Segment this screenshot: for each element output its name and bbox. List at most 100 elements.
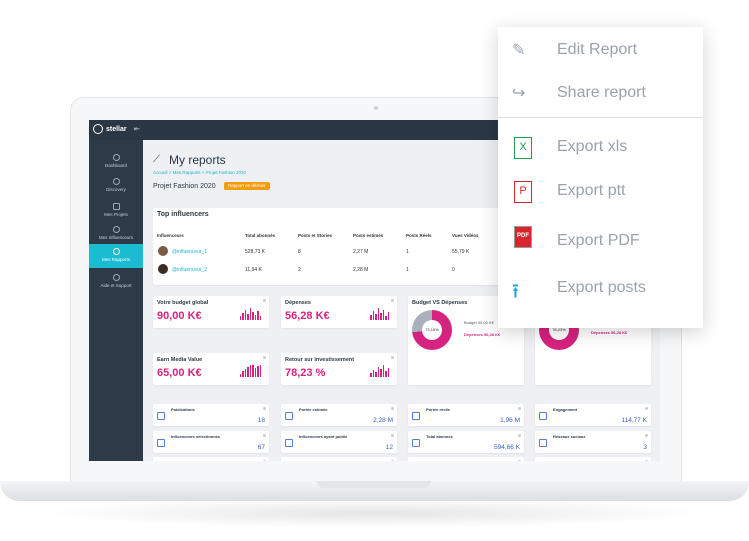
- table-cell: 0: [452, 267, 455, 273]
- table-cell: 2: [298, 267, 301, 273]
- stat-card: Total abonnés 594,66 K: [408, 431, 524, 453]
- stat-card: Influenceurs sélectionnés 67: [153, 431, 269, 453]
- ppt-file-icon: P: [514, 181, 532, 203]
- info-icon[interactable]: [263, 434, 266, 437]
- column-header[interactable]: Vues Vidéos: [452, 233, 479, 238]
- pencil-icon: ✎: [512, 42, 526, 59]
- column-header[interactable]: Posts estimés: [353, 233, 384, 238]
- sidebar-item-support[interactable]: Aide et Support: [89, 274, 143, 288]
- user-icon: [112, 226, 120, 233]
- project-name: Projet Fashion 2020: [153, 183, 216, 190]
- info-icon[interactable]: [391, 434, 394, 437]
- info-icon[interactable]: [518, 407, 521, 410]
- influencer-link[interactable]: @influenceur_1: [172, 249, 208, 255]
- stat-card: Portée estimée 2,28 M: [281, 404, 397, 426]
- trend-icon: ⟋: [153, 154, 160, 165]
- stat-label: Impressions: [171, 460, 195, 461]
- info-icon[interactable]: [391, 299, 394, 302]
- table-cell: 2,28 M: [353, 267, 369, 273]
- kpi-value: 90,00 K€: [157, 310, 202, 322]
- info-icon[interactable]: [518, 460, 521, 461]
- stat-label: Posts: [299, 460, 310, 461]
- kpi-value: 65,00 K€: [157, 367, 202, 379]
- stat-value: 12: [385, 444, 393, 451]
- table-cell: 1: [406, 267, 409, 273]
- xls-file-icon: X: [514, 137, 532, 159]
- sidebar: Dashboard Discovery Mes Projets Mes Infl…: [89, 140, 143, 461]
- laptop-base: [0, 481, 749, 501]
- stat-icon: [157, 412, 165, 420]
- kpi-value: 78,23 %: [285, 367, 326, 379]
- export-xls-item[interactable]: Export xls: [557, 138, 628, 155]
- stat-card: Influenceurs ayant publié 12: [281, 431, 397, 453]
- stat-value: 18: [257, 417, 265, 424]
- legend-spend: Dépenses 56,28 K€: [464, 332, 501, 337]
- info-icon[interactable]: [263, 460, 266, 461]
- stat-label: Total abonnés: [426, 434, 453, 439]
- sidebar-item-projects[interactable]: Mes Projets: [89, 203, 143, 217]
- info-icon[interactable]: [645, 460, 648, 461]
- breadcrumb[interactable]: Accueil > Mes Rapports > Projet Fashion …: [153, 170, 247, 175]
- sidebar-item-label: Aide et Support: [100, 283, 132, 288]
- info-icon[interactable]: [391, 407, 394, 410]
- stat-icon: [412, 412, 420, 420]
- legend-budget: Budget 90,00 K€: [464, 320, 494, 325]
- info-icon[interactable]: [263, 299, 266, 302]
- budget-donut[interactable]: 73,15%: [412, 310, 452, 350]
- stat-label: Réseaux sociaux: [553, 434, 586, 439]
- avatar: [158, 246, 168, 256]
- donut-percent: 73,15%: [422, 320, 442, 340]
- export-pdf-item[interactable]: Export PDF: [557, 232, 640, 249]
- sparkline-bars: [370, 308, 389, 320]
- share-report-item[interactable]: Share report: [557, 84, 646, 101]
- stat-icon: [285, 412, 293, 420]
- column-header[interactable]: Influenceurs: [157, 233, 184, 238]
- app-logo[interactable]: stellar: [93, 124, 127, 134]
- sidebar-item-discovery[interactable]: Discovery: [89, 178, 143, 192]
- sidebar-item-dashboard[interactable]: Dashboard: [89, 154, 143, 168]
- status-badge[interactable]: Rapport en dérnier: [224, 182, 270, 190]
- stat-card: Publications 18: [153, 404, 269, 426]
- kpi-label: Votre budget global: [157, 300, 209, 306]
- stat-icon: [412, 439, 420, 447]
- folder-icon: [112, 203, 120, 210]
- table-cell: 2,27 M: [353, 249, 369, 255]
- influencer-link[interactable]: @influenceur_2: [172, 267, 208, 273]
- stat-label: Portée estimée: [299, 407, 328, 412]
- stat-card: Impressions22: [153, 457, 269, 461]
- sidebar-item-influencers[interactable]: Mes Influenceurs: [89, 226, 143, 240]
- stat-label: Stories: [426, 460, 440, 461]
- kpi-card: Retour sur investissement 78,23 %: [281, 353, 397, 385]
- column-header[interactable]: Posts et Stories: [298, 233, 333, 238]
- export-posts-item[interactable]: Export posts: [557, 279, 646, 296]
- pdf-file-icon: PDF: [514, 226, 532, 248]
- sidebar-item-reports[interactable]: Mes Rapports: [89, 244, 143, 268]
- info-icon[interactable]: [645, 407, 648, 410]
- export-ptt-item[interactable]: Export ptt: [557, 182, 626, 199]
- menu-divider: [498, 117, 703, 118]
- info-icon[interactable]: [391, 356, 394, 359]
- chart-title: Budget VS Dépenses: [412, 300, 468, 306]
- stat-label: Publications: [171, 407, 195, 412]
- stat-label: Influenceurs sélectionnés: [171, 434, 221, 439]
- stat-icon: [285, 439, 293, 447]
- page-title: My reports: [169, 153, 226, 167]
- column-header[interactable]: Posts Réels: [406, 233, 432, 238]
- sidebar-item-label: Discovery: [106, 187, 126, 192]
- column-header[interactable]: Total abonnés: [245, 233, 276, 238]
- info-icon[interactable]: [263, 356, 266, 359]
- edit-report-item[interactable]: Edit Report: [557, 41, 638, 58]
- info-icon[interactable]: [391, 460, 394, 461]
- info-icon[interactable]: [645, 434, 648, 437]
- info-icon[interactable]: [518, 434, 521, 437]
- stat-card: Posts9: [281, 457, 397, 461]
- top-influencers-card: Top influencers Influenceurs Total abonn…: [153, 208, 499, 285]
- sparkline-bars: [239, 365, 261, 377]
- stat-card: Portée réelle 1,96 M: [408, 404, 524, 426]
- stat-card: Stories6: [408, 457, 524, 461]
- collapse-menu-icon[interactable]: ⇤: [134, 126, 140, 133]
- info-icon[interactable]: [263, 407, 266, 410]
- dashboard-icon: [112, 154, 120, 161]
- stat-value: 2,28 M: [373, 417, 393, 424]
- kpi-label: Retour sur investissement: [285, 357, 355, 363]
